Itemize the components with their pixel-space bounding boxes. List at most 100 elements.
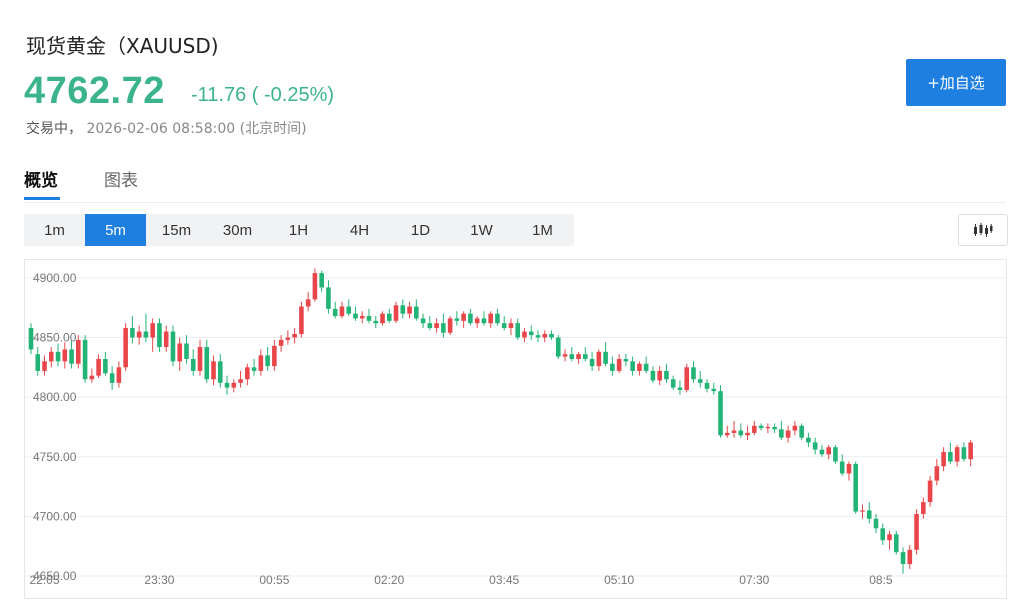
candle-body xyxy=(954,447,960,462)
tab-overview[interactable]: 概览 xyxy=(24,171,58,191)
candle-body xyxy=(589,358,595,367)
candle-body xyxy=(785,430,791,438)
candle xyxy=(515,318,521,340)
candle-body xyxy=(265,355,270,367)
candle-body xyxy=(812,442,818,450)
interval-5m[interactable]: 5m xyxy=(85,214,146,246)
candle-body xyxy=(285,337,291,340)
candle xyxy=(278,335,284,352)
candle xyxy=(474,316,480,328)
candle xyxy=(846,461,852,481)
candle-body xyxy=(873,518,879,529)
candle xyxy=(623,354,629,367)
candle xyxy=(170,325,176,367)
candle-body xyxy=(718,391,723,436)
candle xyxy=(136,325,142,345)
candle-body xyxy=(927,480,933,503)
candle-body xyxy=(55,351,61,362)
candle-body xyxy=(630,361,635,371)
candle xyxy=(427,316,433,331)
y-tick-label: 4650.00 xyxy=(33,569,77,583)
candle-body xyxy=(170,331,176,362)
candle xyxy=(245,363,250,386)
candle-body xyxy=(441,323,446,333)
candle xyxy=(143,313,149,343)
candle-body xyxy=(921,502,926,514)
candle xyxy=(353,306,358,321)
candle-body xyxy=(82,339,88,380)
x-tick-label: 02:20 xyxy=(374,573,404,587)
candle-body xyxy=(231,382,237,388)
candle xyxy=(380,311,385,326)
candle-body xyxy=(833,447,838,462)
x-tick-label: 22:05 xyxy=(30,573,60,587)
candle xyxy=(637,361,642,376)
candle-body xyxy=(806,437,811,443)
candle-body xyxy=(900,552,906,565)
candle-body xyxy=(758,425,764,429)
x-tick-label: 07:30 xyxy=(739,573,769,587)
candle-body xyxy=(907,549,913,565)
candle xyxy=(299,301,304,338)
status-label: 交易中， xyxy=(26,121,82,137)
candle xyxy=(434,318,439,333)
candle-body xyxy=(123,327,128,368)
candle xyxy=(549,330,554,340)
candle-body xyxy=(434,323,439,328)
candle xyxy=(251,358,257,376)
candle-body xyxy=(251,367,257,371)
candle-body xyxy=(48,351,54,362)
candle xyxy=(812,437,818,455)
interval-1d[interactable]: 1D xyxy=(410,221,431,239)
candle-body xyxy=(35,354,41,371)
candle xyxy=(697,370,703,388)
candle xyxy=(542,330,548,343)
interval-1m[interactable]: 1m xyxy=(44,221,65,239)
candle xyxy=(583,347,588,362)
candle xyxy=(103,351,108,376)
candle-body xyxy=(211,361,216,380)
candle-body xyxy=(96,358,101,376)
candle xyxy=(961,442,967,462)
candle xyxy=(887,530,892,550)
candle-body xyxy=(103,358,108,374)
candle xyxy=(400,299,406,319)
candle-body xyxy=(860,510,865,512)
candle-body xyxy=(258,355,264,371)
candle-body xyxy=(332,308,338,317)
candle-body xyxy=(136,331,142,338)
interval-1h[interactable]: 1H xyxy=(288,221,309,239)
candle-body xyxy=(893,534,899,553)
candle-body xyxy=(76,339,81,364)
candle-body xyxy=(89,375,95,380)
candle xyxy=(326,280,331,314)
interval-30m[interactable]: 30m xyxy=(222,221,253,239)
candle xyxy=(948,442,953,464)
interval-4h[interactable]: 4H xyxy=(349,221,370,239)
candle-body xyxy=(711,388,717,392)
add-watchlist-button[interactable]: +加自选 xyxy=(906,59,1006,106)
chart-type-toggle[interactable] xyxy=(958,214,1008,246)
candle-body xyxy=(616,358,622,371)
candle xyxy=(691,361,696,383)
candle xyxy=(927,475,933,507)
interval-15m[interactable]: 15m xyxy=(161,221,192,239)
tab-chart[interactable]: 图表 xyxy=(104,171,138,191)
candle xyxy=(839,454,845,476)
candle xyxy=(806,432,811,448)
candle xyxy=(745,425,750,441)
candle-body xyxy=(650,370,656,381)
interval-1mo[interactable]: 1M xyxy=(532,221,553,239)
candle xyxy=(752,420,757,436)
candle xyxy=(231,379,237,393)
candle xyxy=(468,308,473,326)
price-chart[interactable]: 4900.00 4850.00 4800.00 4750.00 4700.00 4650.… xyxy=(24,259,1007,599)
candle-body xyxy=(28,327,34,350)
candle xyxy=(285,330,291,345)
candle-body xyxy=(150,323,155,338)
candle xyxy=(35,347,41,376)
interval-1w[interactable]: 1W xyxy=(470,221,493,239)
candle-body xyxy=(407,306,412,314)
candle-body xyxy=(691,367,696,380)
y-tick-label: 4800.00 xyxy=(33,390,77,404)
